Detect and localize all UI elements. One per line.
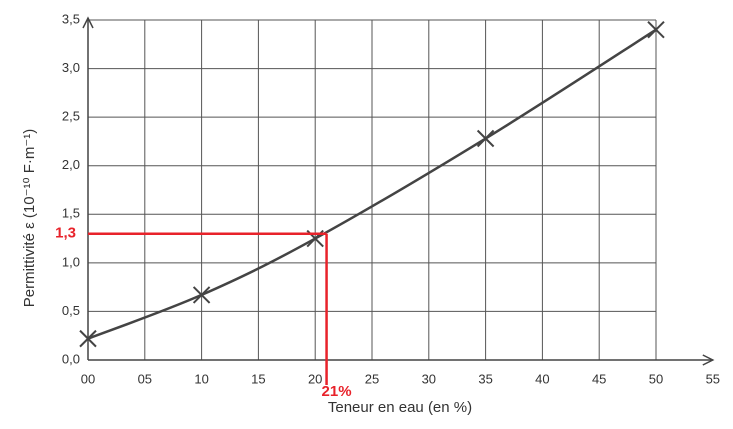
x-tick-label: 00 xyxy=(81,371,95,386)
y-tick-label: 0,5 xyxy=(62,303,80,318)
data-marker xyxy=(647,21,665,39)
y-tick-label: 1,0 xyxy=(62,254,80,269)
x-tick-label: 10 xyxy=(194,371,208,386)
x-tick-label: 30 xyxy=(422,371,436,386)
data-marker xyxy=(476,129,495,148)
y-tick-label: 2,5 xyxy=(62,109,80,124)
x-axis-arrow xyxy=(702,354,715,366)
y-tick-label: 3,0 xyxy=(62,60,80,75)
x-axis-title: Teneur en eau (en %) xyxy=(328,399,472,416)
x-tick-label: 15 xyxy=(251,371,265,386)
x-tick-label: 20 xyxy=(308,371,322,386)
y-tick-label: 1,5 xyxy=(62,206,80,221)
y-axis-arrow xyxy=(82,16,94,29)
data-marker xyxy=(79,329,97,348)
data-marker xyxy=(192,286,211,304)
x-tick-label: 40 xyxy=(535,371,549,386)
x-tick-label: 50 xyxy=(649,371,663,386)
annotation-y-label: 1,3 xyxy=(55,225,76,242)
x-tick-label: 55 xyxy=(706,371,720,386)
y-tick-label: 3,5 xyxy=(62,11,80,26)
x-tick-label: 05 xyxy=(138,371,152,386)
annotation-x-label: 21% xyxy=(322,383,352,400)
y-axis-title: Permittivité ε (10⁻¹⁰ F·m⁻¹) xyxy=(21,129,38,308)
y-tick-label: 0,0 xyxy=(62,351,80,366)
x-tick-label: 25 xyxy=(365,371,379,386)
data-line xyxy=(87,28,657,340)
y-tick-label: 2,0 xyxy=(62,157,80,172)
x-tick-label: 35 xyxy=(478,371,492,386)
x-tick-label: 45 xyxy=(592,371,606,386)
